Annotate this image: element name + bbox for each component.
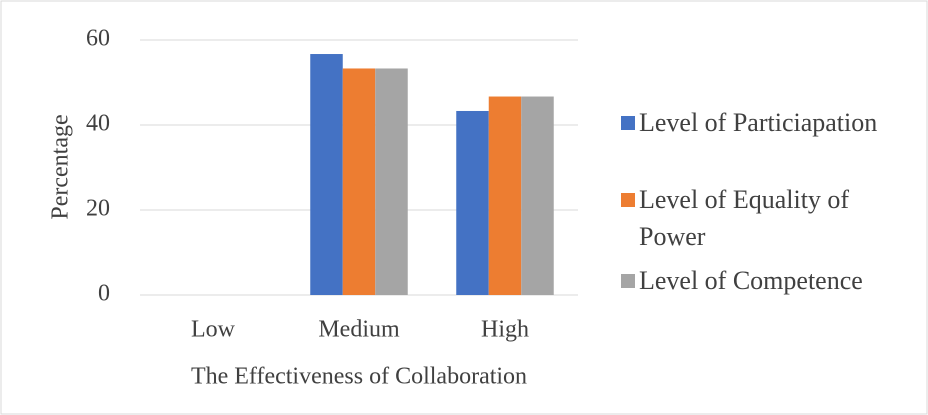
legend-swatch: [621, 116, 635, 130]
bar: [456, 110, 489, 295]
legend-swatch: [621, 193, 635, 207]
y-tick-label: 40: [86, 111, 110, 137]
legend-label: Level of Particiapation: [639, 108, 878, 137]
bar: [342, 68, 376, 295]
bar: [521, 96, 554, 296]
legend-item: Level of Competence: [621, 262, 911, 299]
y-tick-label: 60: [86, 26, 110, 52]
bar: [488, 96, 522, 296]
y-tick-label: 0: [98, 281, 110, 307]
y-tick-label: 20: [86, 196, 110, 222]
x-tick-label: Low: [191, 317, 236, 343]
legend-swatch: [621, 274, 635, 288]
bar: [375, 68, 408, 295]
x-axis-title: The Effectiveness of Collaboration: [191, 364, 527, 390]
y-axis-title: Percentage: [48, 114, 74, 219]
x-tick-label: High: [481, 317, 529, 343]
x-tick-label: Medium: [318, 317, 400, 343]
legend-label: Level of Equality of Power: [639, 185, 850, 251]
legend-item: Level of Particiapation: [621, 104, 911, 141]
bar: [310, 54, 343, 296]
legend-label: Level of Competence: [639, 266, 863, 295]
legend-item: Level of Equality of Power: [621, 181, 911, 255]
